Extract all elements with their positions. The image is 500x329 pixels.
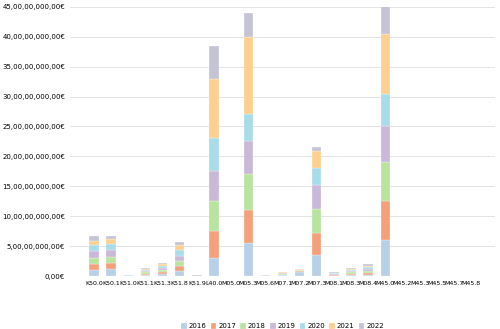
Bar bbox=[140, 274, 150, 275]
Bar bbox=[210, 231, 218, 258]
Bar bbox=[175, 245, 184, 250]
Bar bbox=[106, 263, 116, 268]
Bar bbox=[380, 126, 390, 163]
Bar bbox=[346, 269, 356, 270]
Bar bbox=[158, 263, 168, 265]
Bar bbox=[380, 201, 390, 240]
Bar bbox=[295, 271, 304, 276]
Bar bbox=[364, 271, 373, 273]
Bar bbox=[364, 266, 373, 267]
Bar bbox=[210, 45, 218, 79]
Bar bbox=[106, 268, 116, 276]
Bar bbox=[346, 268, 356, 269]
Bar bbox=[380, 1, 390, 34]
Bar bbox=[90, 251, 98, 258]
Bar bbox=[158, 274, 168, 276]
Bar bbox=[364, 275, 373, 276]
Bar bbox=[106, 239, 116, 244]
Bar bbox=[346, 271, 356, 272]
Bar bbox=[140, 272, 150, 274]
Bar bbox=[175, 261, 184, 266]
Bar bbox=[158, 272, 168, 274]
Bar bbox=[90, 241, 98, 245]
Bar bbox=[278, 272, 287, 273]
Bar bbox=[140, 268, 150, 269]
Bar bbox=[140, 270, 150, 271]
Bar bbox=[329, 272, 338, 273]
Bar bbox=[312, 147, 322, 151]
Bar bbox=[140, 275, 150, 276]
Bar bbox=[329, 274, 338, 275]
Bar bbox=[364, 267, 373, 269]
Bar bbox=[244, 141, 253, 174]
Bar bbox=[312, 233, 322, 255]
Bar bbox=[312, 255, 322, 276]
Bar bbox=[158, 270, 168, 272]
Bar bbox=[244, 13, 253, 37]
Bar bbox=[346, 272, 356, 274]
Bar bbox=[210, 201, 218, 231]
Bar bbox=[244, 174, 253, 211]
Bar bbox=[210, 171, 218, 201]
Bar bbox=[106, 257, 116, 263]
Bar bbox=[140, 269, 150, 270]
Bar bbox=[90, 236, 98, 241]
Bar bbox=[380, 240, 390, 276]
Bar bbox=[175, 242, 184, 245]
Bar bbox=[364, 273, 373, 275]
Bar bbox=[380, 34, 390, 93]
Bar bbox=[106, 244, 116, 250]
Bar bbox=[244, 211, 253, 243]
Bar bbox=[380, 163, 390, 201]
Bar bbox=[346, 274, 356, 275]
Bar bbox=[312, 185, 322, 209]
Bar bbox=[278, 275, 287, 276]
Bar bbox=[106, 236, 116, 239]
Bar bbox=[346, 275, 356, 276]
Bar bbox=[244, 114, 253, 141]
Bar bbox=[329, 273, 338, 274]
Bar bbox=[329, 275, 338, 276]
Bar bbox=[278, 271, 287, 272]
Bar bbox=[158, 266, 168, 268]
Bar bbox=[210, 139, 218, 171]
Bar bbox=[90, 258, 98, 264]
Bar bbox=[90, 270, 98, 276]
Bar bbox=[210, 258, 218, 276]
Bar bbox=[364, 269, 373, 271]
Bar bbox=[244, 37, 253, 114]
Bar bbox=[278, 274, 287, 275]
Bar bbox=[346, 270, 356, 271]
Bar bbox=[244, 243, 253, 276]
Bar bbox=[364, 264, 373, 266]
Bar bbox=[90, 245, 98, 251]
Bar bbox=[380, 93, 390, 126]
Bar bbox=[158, 265, 168, 266]
Legend: 2016, 2017, 2018, 2019, 2020, 2021, 2022: 2016, 2017, 2018, 2019, 2020, 2021, 2022 bbox=[178, 321, 387, 329]
Bar bbox=[175, 256, 184, 261]
Bar bbox=[312, 209, 322, 233]
Bar bbox=[175, 271, 184, 276]
Bar bbox=[278, 273, 287, 274]
Bar bbox=[90, 264, 98, 270]
Bar bbox=[106, 250, 116, 257]
Bar bbox=[158, 268, 168, 270]
Bar bbox=[210, 79, 218, 139]
Bar bbox=[312, 151, 322, 168]
Bar bbox=[312, 168, 322, 185]
Bar bbox=[175, 250, 184, 256]
Bar bbox=[175, 266, 184, 271]
Bar bbox=[140, 271, 150, 272]
